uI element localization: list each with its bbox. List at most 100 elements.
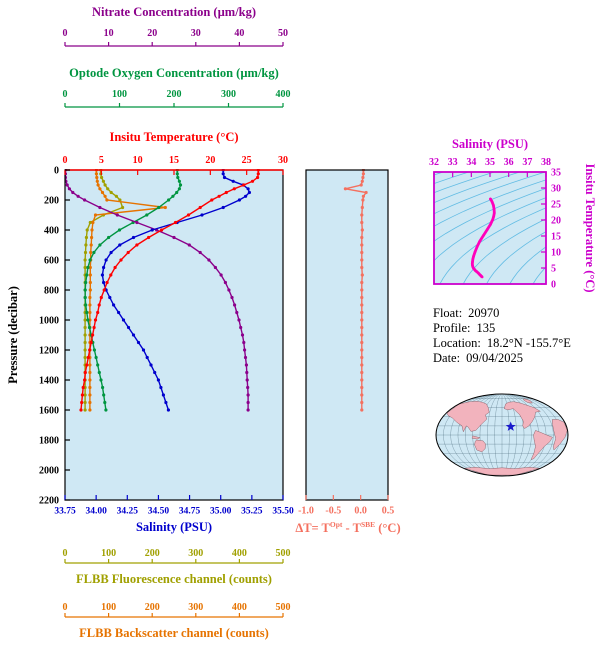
series-marker (243, 348, 247, 352)
nitrate-tick-label: 10 (104, 28, 114, 39)
ts-temperature-tick-label: 10 (551, 248, 561, 259)
series-marker (171, 194, 175, 198)
backscatter-axis-title: FLBB Backscatter channel (counts) (79, 626, 269, 640)
series-marker (240, 333, 245, 337)
delta-t-marker (360, 348, 364, 352)
ts-marker (492, 208, 496, 211)
series-marker (67, 187, 71, 191)
ts-salinity-tick-label: 36 (504, 157, 514, 168)
ts-marker (472, 254, 475, 258)
series-marker (237, 318, 241, 322)
series-marker (242, 183, 246, 187)
series-marker (104, 258, 108, 262)
series-marker (90, 235, 94, 240)
temperature-tick-label: 20 (205, 155, 215, 166)
delta-t-marker (360, 179, 364, 183)
delta-t-marker (359, 183, 363, 187)
info-row-location: Location: 18.2°N -155.7°E (433, 336, 571, 351)
series-marker (104, 408, 108, 412)
series-marker (221, 205, 225, 210)
pressure-tick-label: 2200 (39, 496, 59, 507)
series-marker (88, 408, 92, 412)
backscatter-tick-label: 200 (145, 602, 160, 613)
temperature-tick-label: 15 (169, 155, 179, 166)
delta-t-marker (360, 265, 364, 270)
series-marker (167, 198, 171, 202)
delta-t-marker (364, 190, 368, 195)
ts-temperature-tick-label: 15 (551, 232, 561, 243)
series-marker (97, 303, 101, 307)
series-marker (109, 273, 113, 277)
series-marker (145, 355, 149, 360)
delta-t-marker (360, 258, 364, 262)
series-marker (163, 205, 167, 210)
series-marker (223, 280, 227, 285)
series-marker (237, 198, 241, 202)
delta-t-marker (360, 243, 364, 247)
series-marker (117, 228, 122, 232)
series-marker (222, 175, 227, 180)
series-marker (159, 385, 163, 390)
series-marker (92, 325, 96, 330)
series-marker (217, 194, 221, 198)
series-marker (246, 408, 250, 412)
backscatter-tick-label: 0 (63, 602, 68, 613)
series-marker (89, 340, 93, 345)
series-marker (79, 408, 83, 412)
float-info: Float: 20970 Profile: 135 Location: 18.2°N … (433, 306, 571, 366)
pressure-axis: 0 200 400 600 800 1000 1200 1400 1600 1800 2000 220… (6, 166, 70, 507)
series-marker (221, 172, 225, 176)
isopycnal-line (486, 231, 546, 284)
temperature-tick-label: 25 (242, 155, 252, 166)
oxygen-tick-label: 100 (112, 89, 127, 100)
delta-t-marker (360, 303, 364, 307)
series-marker (112, 303, 116, 307)
series-marker (92, 348, 96, 352)
series-marker (115, 213, 119, 217)
delta-t-title-part: ΔT= T (295, 521, 330, 536)
ts-marker (480, 275, 484, 279)
series-marker (83, 355, 87, 360)
series-marker (65, 179, 68, 183)
series-marker (83, 325, 87, 330)
series-marker (246, 187, 250, 191)
delta-t-marker (360, 400, 364, 405)
series-marker (210, 198, 214, 202)
series-marker (121, 318, 126, 322)
ts-temperature-tick-label: 30 (551, 184, 561, 195)
series-marker (90, 228, 94, 232)
ts-marker (478, 240, 482, 243)
series-marker (119, 258, 123, 262)
series-marker (172, 235, 176, 240)
series-marker (88, 265, 92, 270)
series-marker (247, 190, 251, 195)
info-row-profile: Profile: 135 (433, 321, 571, 336)
delta-t-marker (361, 172, 365, 176)
series-marker (103, 194, 107, 198)
series-marker (109, 190, 113, 195)
oxygen-axis-title: Optode Oxygen Concentration (µm/kg) (69, 66, 279, 80)
series-marker (88, 393, 92, 397)
delta-t-marker (360, 363, 364, 367)
ts-marker (475, 245, 479, 249)
salinity-tick-label: 33.75 (54, 507, 76, 517)
series-marker (103, 183, 107, 187)
isopycnal-contours (434, 172, 546, 284)
delta-t-marker (361, 194, 365, 198)
series-marker (95, 179, 99, 183)
salinity-tick-label: 34.25 (117, 507, 139, 517)
fluorescence-tick-label: 500 (276, 548, 291, 559)
series-marker (150, 228, 154, 232)
series-marker (161, 393, 165, 397)
series-marker (88, 295, 92, 300)
delta-t-tick-label: -1.0 (298, 506, 314, 517)
series-marker (250, 179, 255, 183)
ts-salinity-tick-label: 35 (485, 157, 495, 168)
series-marker (83, 348, 87, 352)
ts-temperature-tick-label: 25 (551, 200, 561, 211)
series-marker (102, 288, 106, 292)
pressure-tick-label: 800 (44, 286, 59, 297)
isopycnal-line (434, 172, 520, 204)
oxygen-tick-label: 300 (221, 89, 236, 100)
series-marker (198, 250, 202, 255)
